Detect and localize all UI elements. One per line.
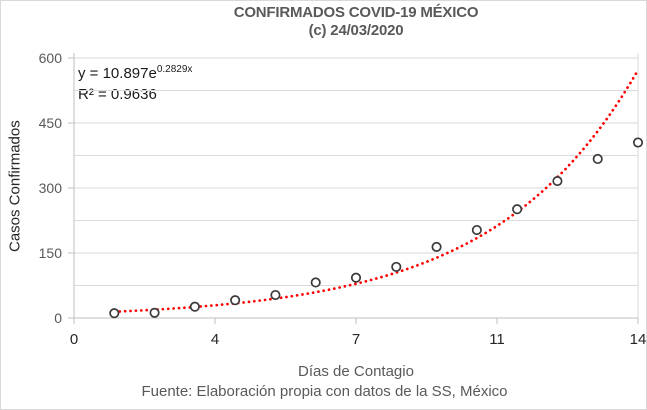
data-point bbox=[149, 307, 160, 318]
y-tick-label: 0 bbox=[54, 310, 62, 326]
y-tick-label: 600 bbox=[39, 50, 63, 66]
data-point bbox=[109, 308, 120, 319]
data-point bbox=[189, 301, 200, 312]
x-tick-label: 4 bbox=[211, 331, 219, 348]
trendline bbox=[112, 68, 640, 314]
x-tick-label: 7 bbox=[352, 331, 360, 348]
data-point bbox=[431, 241, 442, 252]
data-point bbox=[632, 137, 644, 148]
x-tick-label: 0 bbox=[70, 331, 78, 348]
y-tick-label: 450 bbox=[39, 115, 63, 131]
chart-title-line2: (c) 24/03/2020 bbox=[308, 22, 404, 39]
x-tick-label: 14 bbox=[630, 331, 647, 348]
x-tick-label: 11 bbox=[489, 331, 505, 348]
x-axis-title: Días de Contagio bbox=[298, 363, 414, 380]
chart-title: CONFIRMADOS COVID-19 MÉXICO (c) 24/03/20… bbox=[74, 4, 638, 40]
data-point bbox=[552, 176, 563, 187]
source-note: Fuente: Elaboración propia con datos de … bbox=[141, 383, 508, 400]
y-tick-label: 300 bbox=[39, 180, 63, 196]
data-point bbox=[270, 289, 281, 301]
data-point bbox=[592, 153, 603, 165]
data-point bbox=[350, 272, 362, 283]
data-point bbox=[391, 261, 402, 272]
data-point bbox=[471, 224, 482, 236]
chart-title-line1: CONFIRMADOS COVID-19 MÉXICO bbox=[233, 4, 479, 21]
data-point bbox=[310, 277, 321, 288]
equation-line: y = 10.897e0.2829x bbox=[78, 64, 193, 82]
data-point bbox=[230, 295, 241, 306]
data-point bbox=[512, 204, 523, 215]
y-tick-label: 150 bbox=[39, 245, 63, 261]
